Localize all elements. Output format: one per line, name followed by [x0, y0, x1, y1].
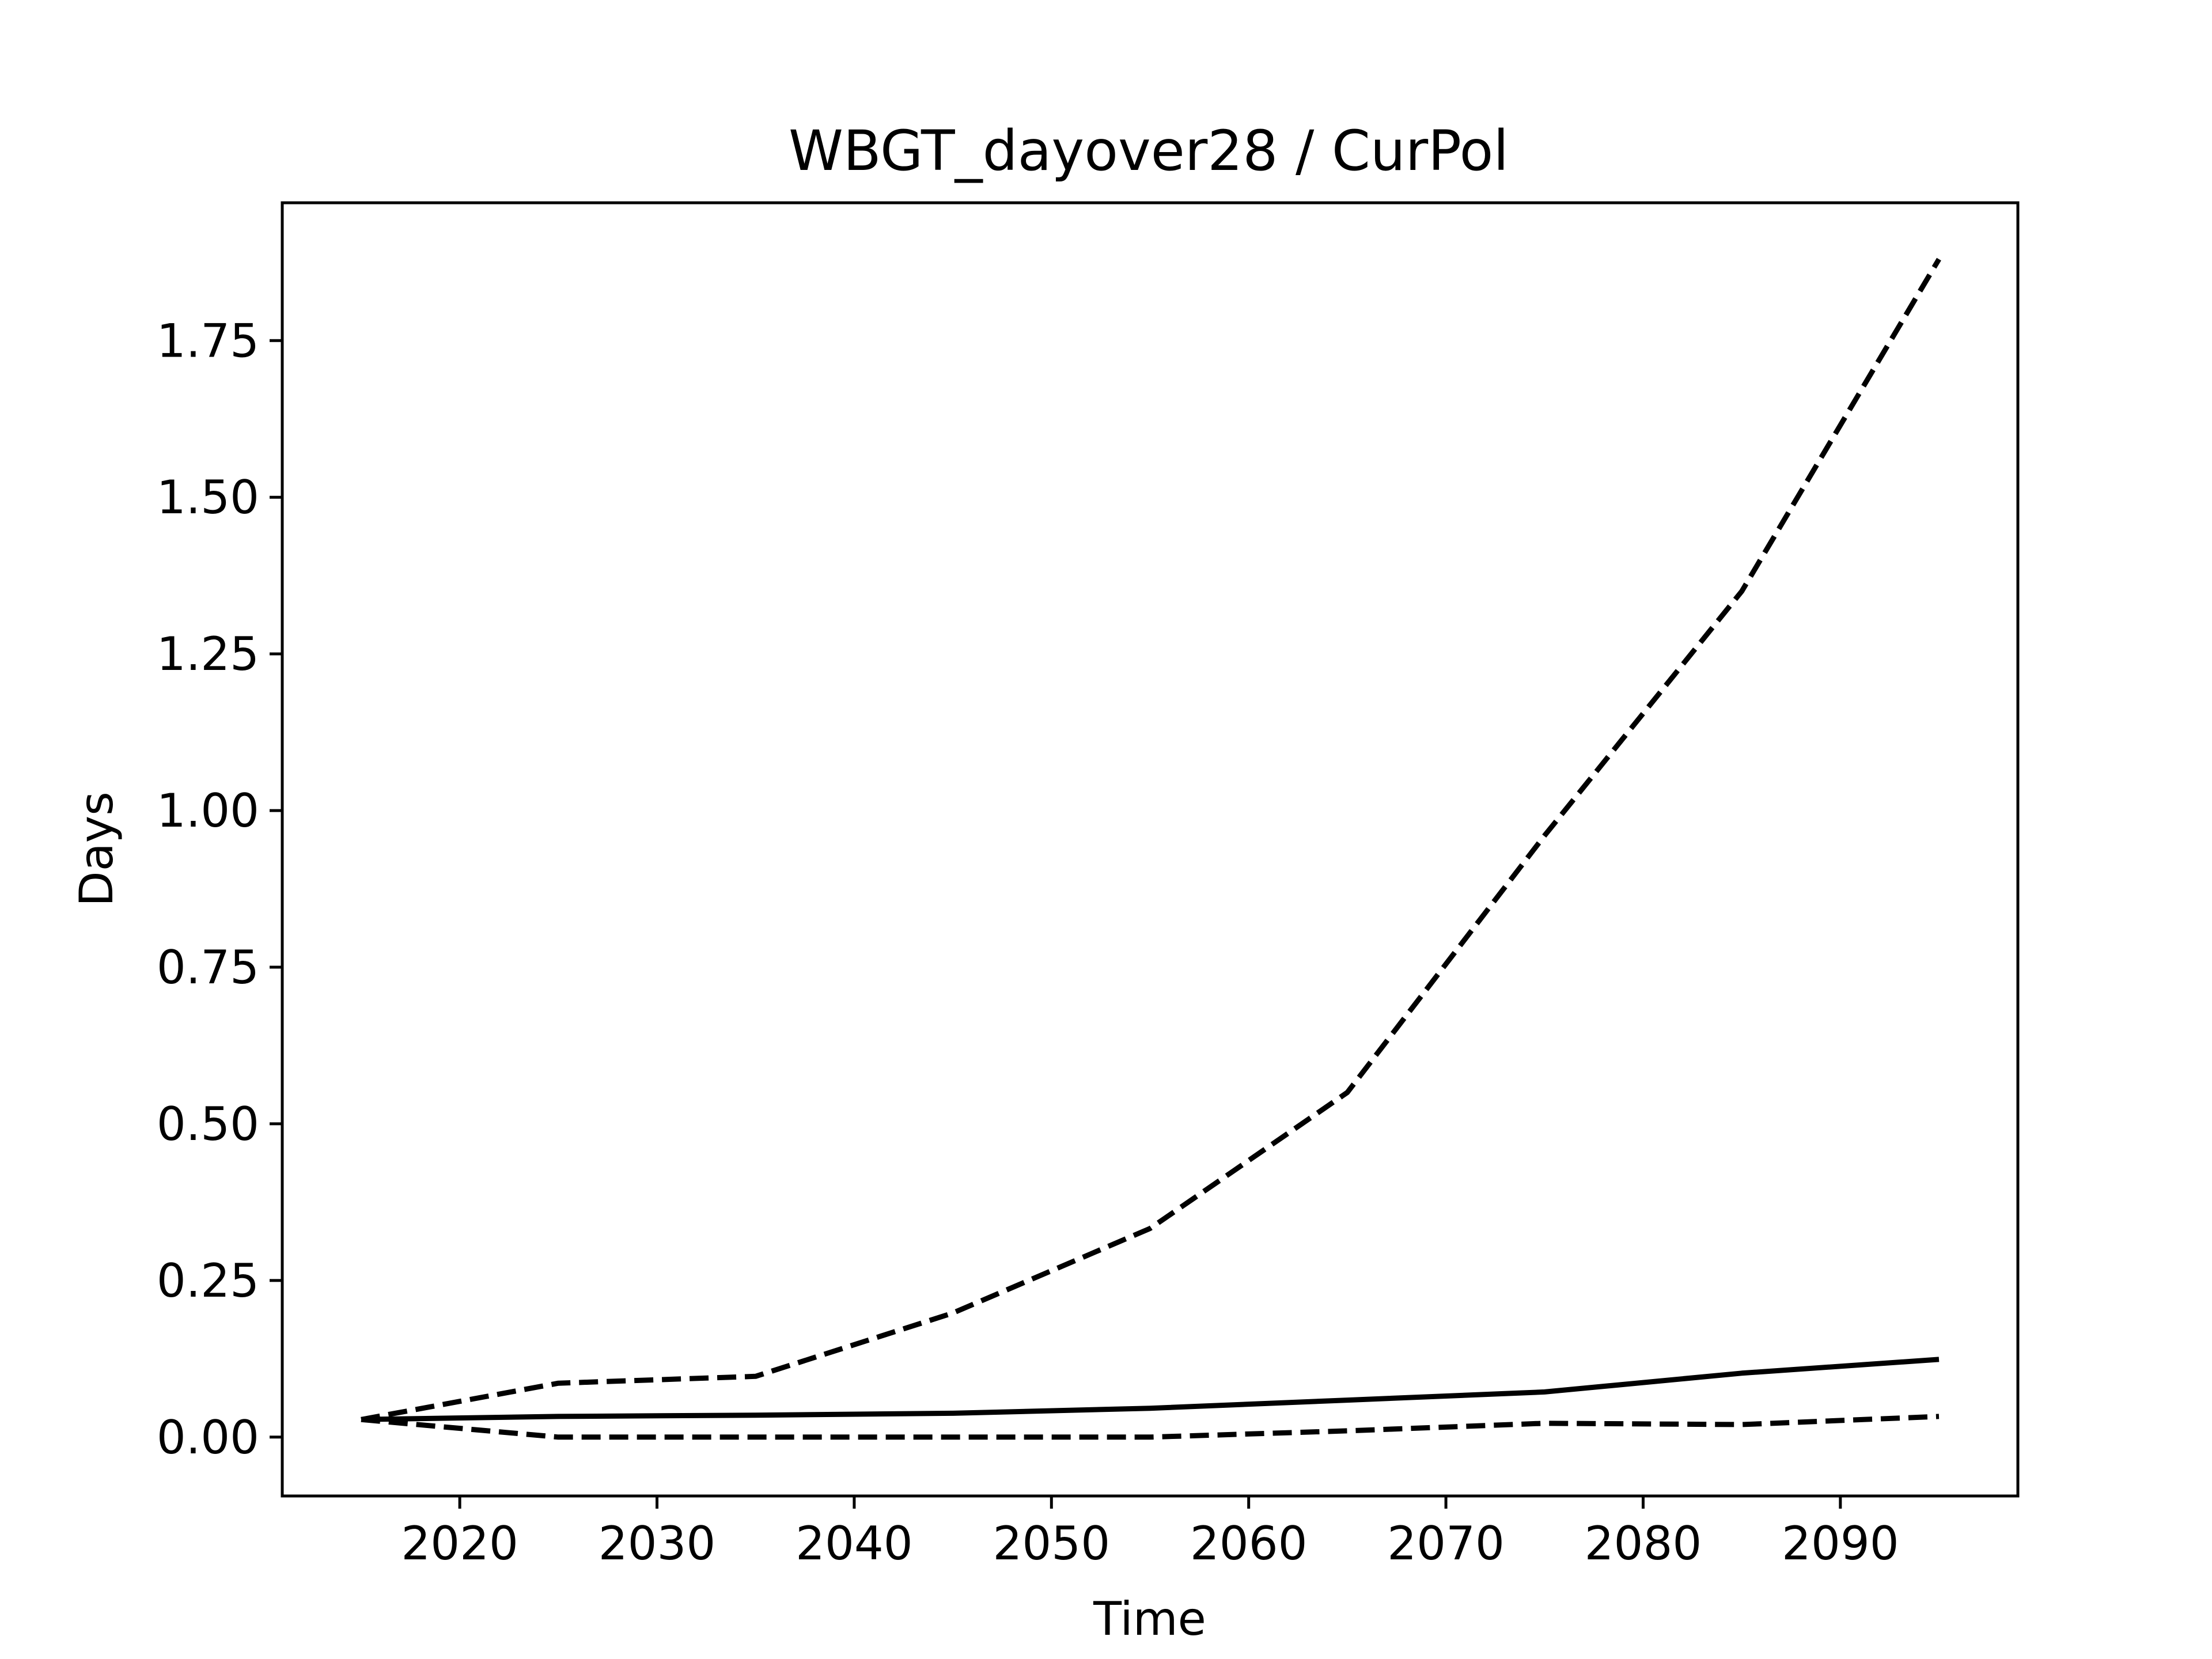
- y-tick-label: 0.25: [157, 1254, 259, 1308]
- plot-lines: [361, 257, 1941, 1440]
- x-tick-label: 2050: [993, 1517, 1111, 1570]
- x-tick-label: 2090: [1782, 1517, 1899, 1570]
- series-line-1: [361, 1357, 1940, 1422]
- x-axis: 2020 2030 2040 2050 2060 2070 2080 2090: [401, 1496, 1899, 1570]
- x-axis-label: Time: [1093, 1592, 1206, 1646]
- y-tick-label: 1.50: [157, 471, 259, 524]
- y-axis-label: Days: [70, 791, 123, 907]
- y-axis: 0.00 0.25 0.50 0.75 1.00 1.25 1.50 1.75: [157, 314, 282, 1464]
- x-tick-label: 2020: [401, 1517, 518, 1570]
- plot-frame: [281, 201, 2020, 1498]
- x-tick-label: 2080: [1585, 1517, 1702, 1570]
- y-tick-label: 1.25: [157, 627, 259, 681]
- y-tick-label: 1.75: [157, 314, 259, 368]
- x-tick-label: 2040: [796, 1517, 913, 1570]
- y-tick-label: 0.75: [157, 941, 259, 994]
- chart-title: WBGT_dayover28 / CurPol: [789, 119, 1509, 183]
- y-tick-label: 1.00: [157, 784, 259, 838]
- x-tick-label: 2060: [1190, 1517, 1308, 1570]
- series-line-2: [361, 257, 1941, 1422]
- y-tick-label: 0.00: [157, 1411, 259, 1464]
- x-tick-label: 2070: [1387, 1517, 1505, 1570]
- y-tick-label: 0.50: [157, 1097, 259, 1151]
- x-tick-label: 2030: [599, 1517, 716, 1570]
- series-line-3: [361, 1414, 1940, 1440]
